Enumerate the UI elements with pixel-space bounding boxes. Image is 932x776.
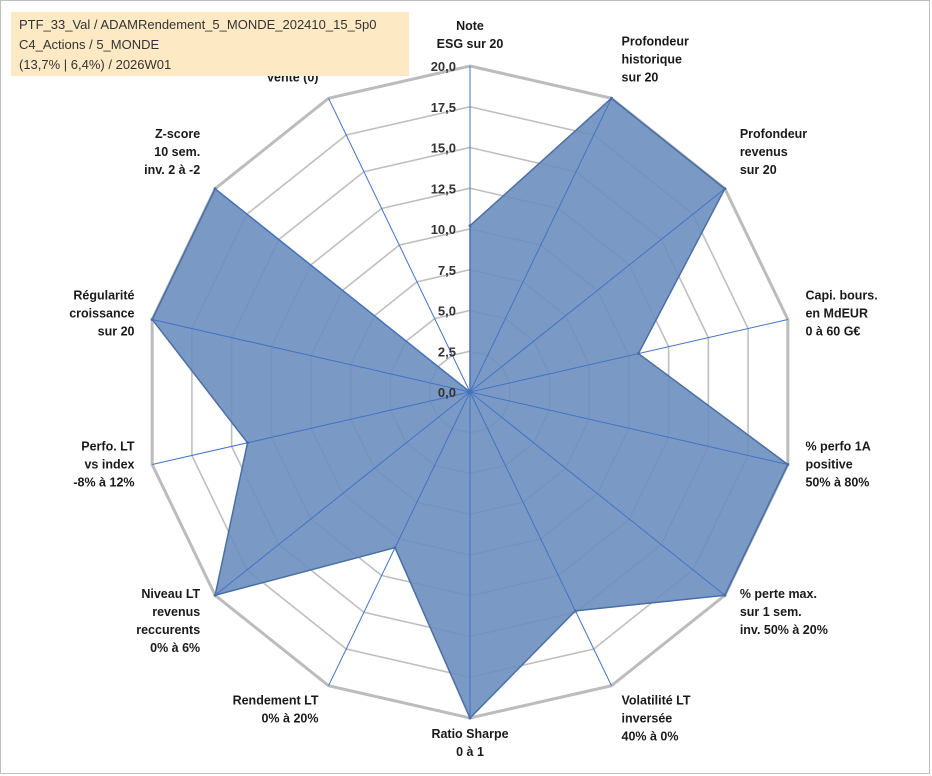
axis-label-line: sur 20 bbox=[622, 71, 659, 85]
axis-label: % perte max. sur 1 sem. inv. 50% à 20% bbox=[740, 587, 828, 637]
axis-label-line: vs index bbox=[84, 458, 134, 472]
axis-label: Ratio Sharpe 0 à 1 bbox=[431, 727, 508, 759]
title-line-1: PTF_33_Val / ADAMRendement_5_MONDE_20241… bbox=[19, 17, 377, 32]
axis-label-line: historique bbox=[622, 53, 682, 67]
axis-label-line: croissance bbox=[69, 306, 134, 320]
axis-label-line: revenus bbox=[740, 145, 788, 159]
radar-spoke bbox=[469, 391, 726, 596]
radial-tick-label: 12,5 bbox=[431, 181, 456, 196]
radar-data-point bbox=[213, 187, 217, 191]
axis-label-line: sur 20 bbox=[740, 163, 777, 177]
axis-label: Niveau LT revenus reccurents 0% à 6% bbox=[136, 587, 200, 655]
axis-label-line: ESG sur 20 bbox=[437, 37, 504, 51]
axis-label-line: reccurents bbox=[136, 623, 200, 637]
axis-label-line: % perfo 1A bbox=[805, 440, 870, 454]
axis-label-line: 0 à 60 G€ bbox=[805, 324, 860, 338]
radar-spoke bbox=[214, 391, 471, 596]
axis-label: Volatilité LT inversée 40% à 0% bbox=[622, 693, 691, 743]
axis-label-line: % perte max. bbox=[740, 587, 817, 601]
axis-label: Z-score 10 sem. inv. 2 à -2 bbox=[144, 127, 200, 177]
radar-spoke bbox=[469, 318, 788, 393]
axis-label: Rendement LT 0% à 20% bbox=[233, 693, 319, 725]
radar-data-point bbox=[468, 224, 472, 228]
axis-label-line: sur 20 bbox=[98, 324, 135, 338]
radar-spoke bbox=[469, 391, 612, 686]
axis-label-line: Profondeur bbox=[622, 35, 689, 49]
axis-label-line: 0 à 1 bbox=[456, 745, 484, 759]
axis-label: Profondeur revenus sur 20 bbox=[740, 127, 807, 177]
radar-data-point bbox=[393, 546, 397, 550]
axis-label-line: Niveau LT bbox=[141, 587, 200, 601]
radar-data-point bbox=[609, 96, 613, 100]
radar-spoke bbox=[469, 98, 612, 393]
axis-label: Perfo. LT vs index -8% à 12% bbox=[73, 440, 135, 490]
axis-label-line: Perfo. LT bbox=[81, 440, 135, 454]
radial-tick-label: 0,0 bbox=[438, 385, 456, 400]
axis-label-line: sur 1 sem. bbox=[740, 605, 802, 619]
axis-label-line: inversée bbox=[622, 711, 673, 725]
axis-label-line: Note bbox=[456, 19, 484, 33]
axis-label-line: 40% à 0% bbox=[622, 729, 679, 743]
radar-spoke bbox=[328, 98, 471, 393]
radar-data-point bbox=[150, 317, 154, 321]
radar-data-point bbox=[723, 593, 727, 597]
axis-label: % perfo 1A positive 50% à 80% bbox=[805, 440, 870, 490]
axis-label-line: Régularité bbox=[73, 288, 134, 302]
radar-spoke bbox=[469, 188, 726, 393]
axis-label-line: 50% à 80% bbox=[805, 476, 869, 490]
radial-tick-label: 5,0 bbox=[438, 304, 456, 319]
axis-label-line: revenus bbox=[152, 605, 200, 619]
axis-label-line: Profondeur bbox=[740, 127, 807, 141]
axis-label-line: Ratio Sharpe bbox=[431, 727, 508, 741]
radar-spoke bbox=[328, 391, 471, 686]
axis-label-line: Capi. bours. bbox=[805, 288, 877, 302]
axis-label-line: positive bbox=[805, 458, 852, 472]
axis-label-line: -8% à 12% bbox=[73, 476, 134, 490]
axis-label-line: 0% à 6% bbox=[150, 641, 200, 655]
axis-label-line: inv. 50% à 20% bbox=[740, 623, 828, 637]
axis-label: Profondeur historique sur 20 bbox=[622, 35, 689, 85]
axis-label-line: Volatilité LT bbox=[622, 693, 691, 707]
radial-tick-label: 17,5 bbox=[431, 100, 456, 115]
axis-label: Capi. bours. en MdEUR 0 à 60 G€ bbox=[805, 288, 877, 338]
radar-data-point bbox=[723, 187, 727, 191]
radar-spoke bbox=[214, 188, 471, 393]
radar-data-point bbox=[468, 716, 472, 720]
radar-spoke bbox=[152, 391, 471, 466]
title-line-3: (13,7% | 6,4%) / 2026W01 bbox=[19, 57, 172, 72]
radial-tick-label: 15,0 bbox=[431, 141, 456, 156]
axis-label-line: Z-score bbox=[155, 127, 200, 141]
axis-label-line: en MdEUR bbox=[805, 306, 868, 320]
radar-spoke bbox=[152, 318, 471, 393]
axis-label-line: 10 sem. bbox=[154, 145, 200, 159]
radar-data-point bbox=[786, 463, 790, 467]
chart-title-box: PTF_33_Val / ADAMRendement_5_MONDE_20241… bbox=[11, 12, 409, 76]
title-line-2: C4_Actions / 5_MONDE bbox=[19, 37, 160, 52]
radial-tick-label: 20,0 bbox=[431, 59, 456, 74]
radar-data-point bbox=[468, 390, 472, 394]
radial-tick-label: 2,5 bbox=[438, 344, 456, 359]
axis-label-line: Rendement LT bbox=[233, 693, 319, 707]
axis-label-line: inv. 2 à -2 bbox=[144, 163, 200, 177]
axis-label-line: 0% à 20% bbox=[261, 711, 318, 725]
radar-data-point bbox=[246, 441, 250, 445]
radial-tick-label: 7,5 bbox=[438, 263, 456, 278]
radial-tick-label: 10,0 bbox=[431, 222, 456, 237]
radar-data-point bbox=[213, 593, 217, 597]
axis-label: Régularité croissance sur 20 bbox=[69, 288, 134, 338]
radar-spoke bbox=[469, 391, 788, 466]
radar-data-point bbox=[636, 352, 640, 356]
axis-label: Note ESG sur 20 bbox=[437, 19, 504, 51]
radar-data-point bbox=[573, 609, 577, 613]
